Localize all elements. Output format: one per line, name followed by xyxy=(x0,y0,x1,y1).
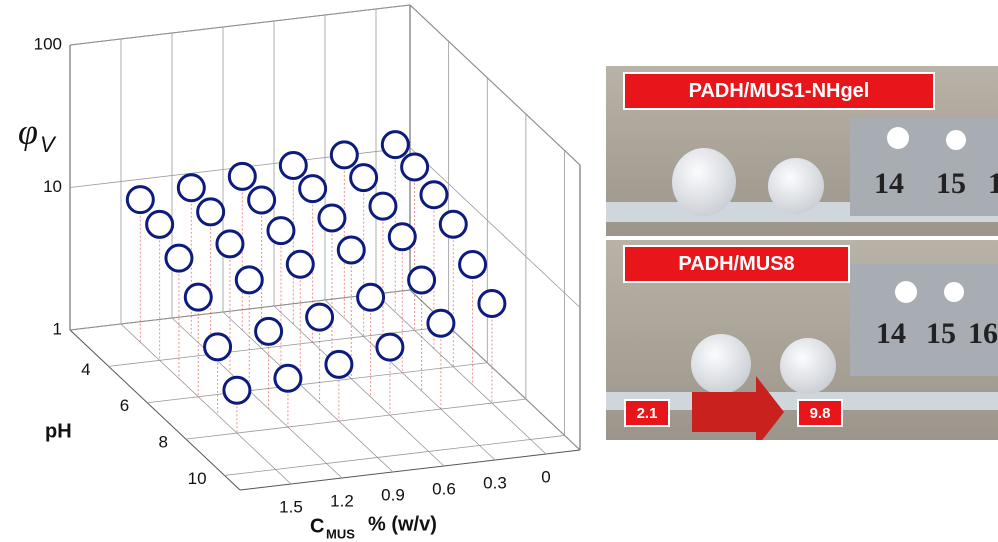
data-point xyxy=(377,334,403,360)
y-tick-label: 10 xyxy=(188,469,207,488)
data-point xyxy=(229,163,255,189)
data-point xyxy=(127,187,153,213)
data-point xyxy=(440,211,466,237)
data-point xyxy=(370,193,396,219)
x-tick-label: 1.2 xyxy=(330,491,354,510)
x-tick-label: 0 xyxy=(541,467,550,486)
data-point xyxy=(479,290,505,316)
x-axis-label-unit: % (w/v) xyxy=(368,513,437,535)
data-point xyxy=(236,267,262,293)
ruler-number: 15 xyxy=(936,167,966,200)
gel-sphere xyxy=(780,338,836,394)
x-tick-label: 0.3 xyxy=(483,473,507,492)
y-tick-label: 8 xyxy=(158,433,167,452)
gel-sphere xyxy=(672,148,736,216)
data-point xyxy=(275,365,301,391)
grid-line xyxy=(225,435,565,475)
data-point xyxy=(300,176,326,202)
data-point xyxy=(307,304,333,330)
y-tick-label: 6 xyxy=(120,396,129,415)
ruler-number: 14 xyxy=(876,317,906,350)
inset-sphere xyxy=(946,130,966,150)
data-point xyxy=(409,267,435,293)
inset-sphere xyxy=(944,282,964,302)
sample-label: PADH/MUS8 xyxy=(623,245,850,283)
data-point xyxy=(460,251,486,277)
data-point xyxy=(287,251,313,277)
data-point xyxy=(389,224,415,250)
grid-line xyxy=(376,294,546,454)
data-point xyxy=(358,284,384,310)
figure: φ V pH C MUS % (w/v) 110100468101.51.20.… xyxy=(0,0,998,542)
data-point xyxy=(224,377,250,403)
y-axis-label: pH xyxy=(45,420,72,442)
value-box: 9.8 xyxy=(797,399,843,427)
data-point xyxy=(402,154,428,180)
gel-sphere xyxy=(768,158,824,214)
data-point xyxy=(147,211,173,237)
ruler-number: 14 xyxy=(874,167,904,200)
ruler-inset xyxy=(850,118,998,216)
ruler-number: 16 xyxy=(968,317,998,350)
grid-line xyxy=(325,300,495,460)
grid-line xyxy=(410,5,580,165)
data-point xyxy=(185,284,211,310)
data-point xyxy=(198,199,224,225)
x-tick-label: 0.9 xyxy=(381,485,405,504)
ruler-number: 15 xyxy=(926,317,956,350)
data-point xyxy=(331,142,357,168)
data-point xyxy=(249,187,275,213)
inset-sphere xyxy=(895,281,917,303)
data-point xyxy=(256,318,282,344)
inset-sphere xyxy=(887,127,909,149)
data-point xyxy=(205,334,231,360)
data-point xyxy=(421,182,447,208)
data-point xyxy=(326,351,352,377)
data-point xyxy=(428,310,454,336)
data-point xyxy=(280,152,306,178)
x-axis-label-sub: MUS xyxy=(326,526,355,541)
x-axis-label: C xyxy=(310,515,324,537)
x-tick-label: 0.6 xyxy=(432,479,456,498)
sample-label: PADH/MUS1-NHgel xyxy=(623,72,935,110)
data-point xyxy=(217,231,243,257)
data-point xyxy=(166,245,192,271)
data-point xyxy=(178,175,204,201)
z-tick-label: 100 xyxy=(34,34,62,53)
z-axis-label-sub: V xyxy=(40,132,57,157)
data-point xyxy=(351,165,377,191)
data-point xyxy=(338,237,364,263)
z-axis-label: φ xyxy=(18,111,38,151)
chart: φ V pH C MUS % (w/v) 1 10 100 4 6 8 10 1.5 1.2 0.… xyxy=(0,0,600,542)
z-tick-label: 10 xyxy=(43,177,62,196)
x-tick-label: 1.5 xyxy=(279,497,303,516)
gel-sphere xyxy=(691,334,751,394)
data-point xyxy=(382,132,408,158)
y-tick-label: 4 xyxy=(81,360,90,379)
value-box: 2.1 xyxy=(624,399,670,427)
data-point xyxy=(319,205,345,231)
ruler-number: 1 xyxy=(988,167,998,200)
z-tick-label: 1 xyxy=(53,319,62,338)
data-point xyxy=(268,218,294,244)
